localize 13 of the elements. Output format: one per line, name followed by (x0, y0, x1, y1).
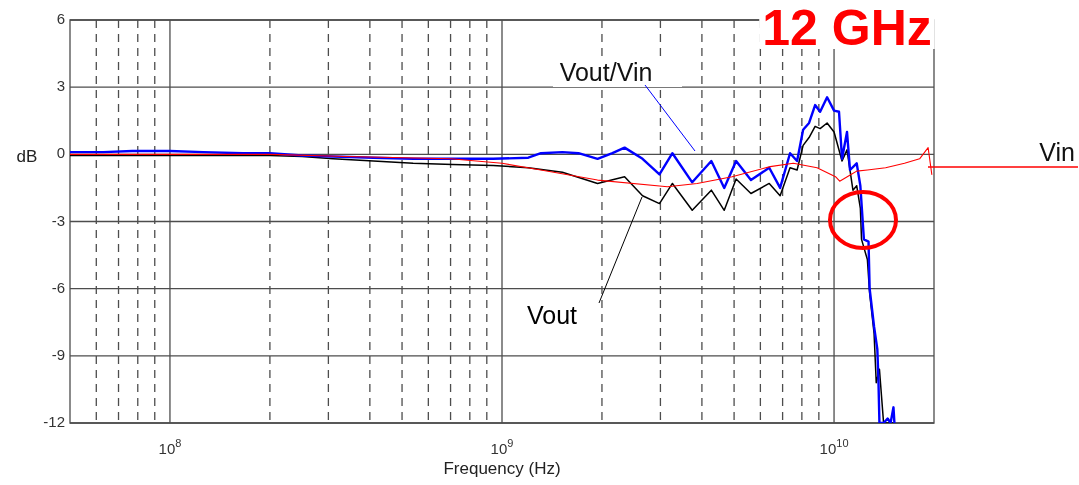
y-tick-label: 6 (56, 10, 65, 28)
annotation: 12 GHz (762, 0, 932, 56)
y-axis-title: dB (16, 147, 38, 166)
y-tick-label: -6 (51, 278, 65, 296)
y-tick-label: 0 (56, 144, 65, 162)
y-tick-label: 3 (56, 77, 65, 95)
y-tick-label: -12 (43, 413, 65, 431)
text: Vin (1039, 138, 1075, 166)
x-axis-title: Frequency (Hz) (443, 459, 561, 478)
y-tick-label: -9 (51, 345, 65, 363)
text: Vout/Vin (559, 58, 653, 86)
text: Vout (526, 301, 578, 329)
y-tick-label: -3 (51, 211, 65, 229)
